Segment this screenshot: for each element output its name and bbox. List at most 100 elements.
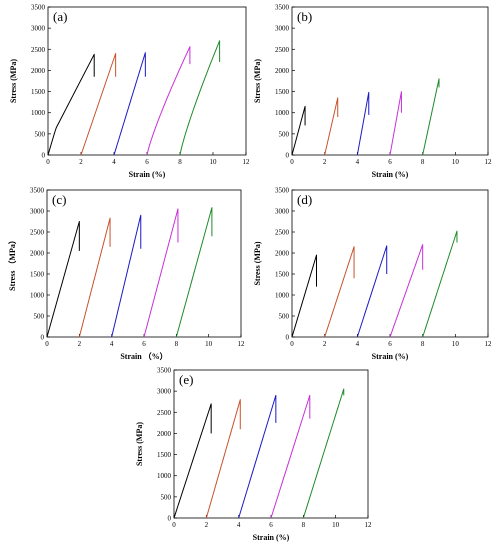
x-tick-label: 12 xyxy=(485,340,493,348)
y-axis-label: Stress (MPa) xyxy=(253,59,262,103)
stress-strain-curve-5 xyxy=(422,230,458,338)
x-axis-label: Strain (%) xyxy=(372,352,409,361)
x-tick-label: 10 xyxy=(210,158,218,166)
stress-strain-curve-4 xyxy=(270,394,311,519)
y-tick-label: 1500 xyxy=(275,88,290,96)
y-axis-label: Stress (MPa) xyxy=(9,59,18,103)
stress-strain-curve-3 xyxy=(238,394,277,519)
y-tick-label: 2500 xyxy=(157,409,172,417)
y-tick-label: 1500 xyxy=(275,271,290,279)
x-tick-label: 12 xyxy=(238,340,246,348)
x-tick-label: 6 xyxy=(142,340,146,348)
stress-strain-curve-4 xyxy=(389,91,402,156)
y-tick-label: 3000 xyxy=(31,25,46,33)
y-tick-label: 3500 xyxy=(157,367,172,375)
x-tick-label: 4 xyxy=(356,158,360,166)
y-tick-label: 3000 xyxy=(275,25,290,33)
y-tick-label: 2500 xyxy=(275,229,290,237)
y-tick-label: 2000 xyxy=(30,250,45,258)
x-tick-label: 2 xyxy=(323,340,327,348)
x-tick-label: 2 xyxy=(323,158,327,166)
stress-strain-curve-5 xyxy=(175,207,213,338)
panel-b: 0 2 4 6 8 10 12 0 500 1000 1500 2000 2500 3000 3500 Str… xyxy=(253,4,492,180)
y-tick-label: 2000 xyxy=(157,430,172,438)
y-axis-label: Stress （MPa） xyxy=(7,236,17,291)
x-tick-label: 4 xyxy=(237,521,241,529)
stress-strain-curve-2 xyxy=(80,53,117,156)
y-tick-label: 1500 xyxy=(31,88,46,96)
y-tick-label: 2500 xyxy=(275,46,290,54)
x-tick-label: 8 xyxy=(175,340,179,348)
y-tick-label: 2000 xyxy=(275,67,290,75)
stress-strain-curve-3 xyxy=(356,91,370,156)
stress-strain-curve-5 xyxy=(302,388,345,519)
y-tick-label: 3000 xyxy=(275,208,290,216)
x-tick-label: 6 xyxy=(145,158,149,166)
x-tick-label: 0 xyxy=(172,521,176,529)
x-tick-label: 0 xyxy=(46,158,50,166)
y-tick-label: 0 xyxy=(286,152,290,160)
x-tick-label: 8 xyxy=(178,158,182,166)
stress-strain-curve-1 xyxy=(47,53,95,156)
stress-strain-curve-1 xyxy=(291,254,317,338)
x-tick-label: 2 xyxy=(78,340,82,348)
y-tick-label: 2000 xyxy=(31,67,46,75)
stress-strain-curve-1 xyxy=(291,105,306,156)
y-tick-label: 3000 xyxy=(30,208,45,216)
y-tick-label: 3500 xyxy=(31,4,46,12)
plot-frame xyxy=(47,6,247,156)
x-tick-label: 6 xyxy=(388,340,392,348)
y-tick-label: 500 xyxy=(279,313,290,321)
x-tick-label: 10 xyxy=(205,340,213,348)
y-tick-label: 500 xyxy=(279,130,290,138)
y-tick-label: 1000 xyxy=(30,292,45,300)
x-tick-label: 4 xyxy=(110,340,114,348)
x-tick-label: 6 xyxy=(388,158,392,166)
plot-frame xyxy=(291,6,489,156)
y-tick-label: 2000 xyxy=(275,250,290,258)
panel-e: 0 2 4 6 8 10 12 0 500 1000 1500 2000 2500 3000 3500 Str… xyxy=(135,367,372,543)
panel-label: (d) xyxy=(297,192,312,207)
y-tick-label: 3500 xyxy=(275,187,290,195)
stress-strain-curve-2 xyxy=(324,97,339,156)
panel-a: 0 2 4 6 8 10 12 0 500 1000 1500 2000 2500 3000 3500 Str… xyxy=(9,4,250,180)
y-tick-label: 0 xyxy=(42,152,46,160)
x-axis-label: Strain (%) xyxy=(372,170,409,179)
y-tick-label: 500 xyxy=(35,130,46,138)
stress-strain-curve-5 xyxy=(179,40,221,156)
panel-label: (e) xyxy=(179,372,193,387)
stress-strain-curve-3 xyxy=(111,214,142,338)
y-tick-label: 1000 xyxy=(157,472,172,480)
y-tick-label: 3500 xyxy=(275,4,290,12)
y-tick-label: 3500 xyxy=(30,187,45,195)
y-tick-label: 500 xyxy=(34,313,45,321)
panel-c: 0 2 4 6 8 10 12 0 500 1000 1500 2000 2500 3000 3500 Str… xyxy=(7,187,245,362)
x-tick-label: 10 xyxy=(452,340,460,348)
stress-strain-curve-2 xyxy=(78,217,111,338)
x-tick-label: 12 xyxy=(485,158,493,166)
y-tick-label: 0 xyxy=(41,334,45,342)
stress-strain-curve-1 xyxy=(46,221,80,338)
y-tick-label: 1500 xyxy=(30,271,45,279)
stress-strain-curve-2 xyxy=(324,246,355,338)
panel-d: 0 2 4 6 8 10 12 0 500 1000 1500 2000 2500 3000 3500 Str… xyxy=(253,187,492,362)
y-axis-label: Stress (MPa) xyxy=(135,422,144,466)
y-tick-label: 2500 xyxy=(30,229,45,237)
y-tick-label: 1000 xyxy=(275,109,290,117)
x-tick-label: 0 xyxy=(290,158,294,166)
y-tick-label: 1000 xyxy=(31,109,46,117)
stress-strain-curve-1 xyxy=(173,403,212,519)
stress-strain-curve-4 xyxy=(389,244,424,338)
x-tick-label: 2 xyxy=(79,158,83,166)
x-tick-label: 4 xyxy=(356,340,360,348)
y-tick-label: 1500 xyxy=(157,451,172,459)
stress-strain-curve-2 xyxy=(205,399,241,519)
y-tick-label: 2500 xyxy=(31,46,46,54)
stress-strain-curve-3 xyxy=(356,245,388,338)
x-tick-label: 6 xyxy=(269,521,273,529)
x-tick-label: 2 xyxy=(205,521,209,529)
x-tick-label: 12 xyxy=(365,521,373,529)
x-tick-label: 8 xyxy=(421,340,425,348)
panel-label: (a) xyxy=(53,9,67,24)
